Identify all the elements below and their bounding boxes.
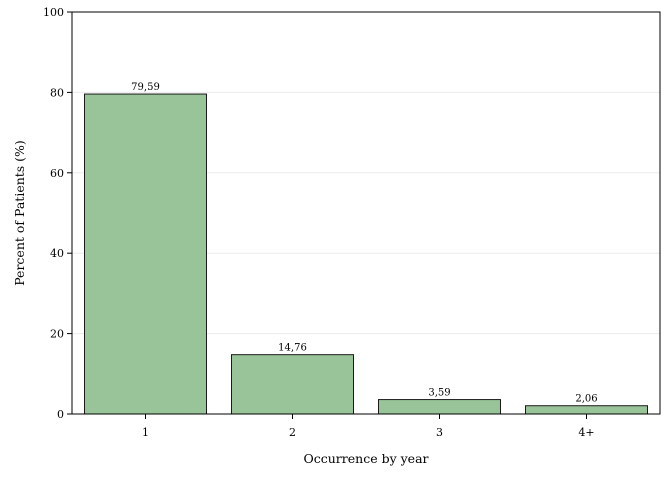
y-tick-label: 0 xyxy=(57,408,64,421)
bar-2 xyxy=(231,354,354,415)
bar-4+ xyxy=(525,405,648,415)
y-tick-label: 80 xyxy=(50,86,64,99)
data-label: 2,06 xyxy=(575,394,597,405)
plot-frame xyxy=(71,11,661,415)
x-tick-label: 3 xyxy=(436,426,443,439)
data-labels: 79,59 14,76 3,59 2,06 xyxy=(131,82,597,405)
bar-1 xyxy=(84,93,207,415)
data-label: 14,76 xyxy=(278,343,307,354)
data-label: 3,59 xyxy=(428,388,450,399)
x-tick-label: 4+ xyxy=(578,426,594,439)
y-axis-title: Percent of Patients (%) xyxy=(12,140,27,286)
bar-3 xyxy=(378,399,501,415)
y-tick-label: 20 xyxy=(50,328,64,341)
y-tick-label: 40 xyxy=(50,247,64,260)
axis-ticks: 0 20 40 60 80 100 1 2 3 4+ xyxy=(43,6,595,439)
data-label: 79,59 xyxy=(131,82,160,93)
x-tick-label: 2 xyxy=(289,426,296,439)
x-axis-title: Occurrence by year xyxy=(304,451,429,466)
x-tick-label: 1 xyxy=(142,426,149,439)
y-tick-label: 100 xyxy=(43,6,64,19)
y-tick-label: 60 xyxy=(50,167,64,180)
